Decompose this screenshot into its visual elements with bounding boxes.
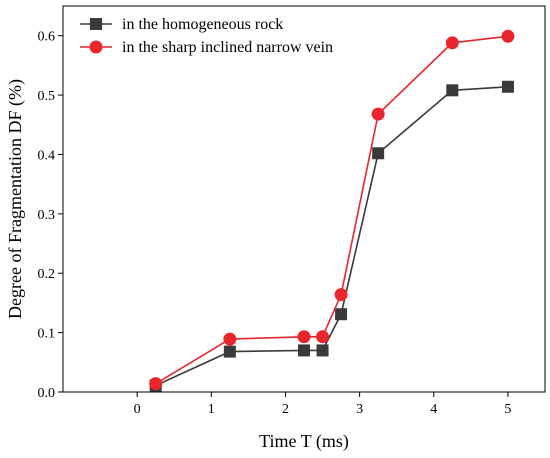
- y-axis-title: Degree of Fragmentation DF (%): [5, 79, 26, 319]
- data-point: [371, 107, 385, 121]
- plot-frame: [62, 5, 546, 393]
- data-point: [334, 288, 348, 302]
- x-tick-label: 3: [356, 402, 363, 417]
- data-point: [297, 330, 311, 344]
- y-tick-label: 0.2: [38, 267, 56, 282]
- x-axis-title: Time T (ms): [259, 431, 349, 452]
- x-axis: 0 1 2 3 4 5: [134, 392, 511, 417]
- x-tick-label: 2: [282, 402, 289, 417]
- x-tick-label: 1: [208, 402, 215, 417]
- plot-area: [62, 5, 546, 393]
- data-point: [501, 80, 514, 93]
- data-point: [316, 344, 329, 357]
- x-tick-label: 5: [504, 402, 511, 417]
- data-point: [316, 330, 330, 344]
- legend: in the homogeneous rock in the sharp inc…: [80, 16, 333, 56]
- data-point: [223, 332, 237, 346]
- y-tick-label: 0.3: [38, 208, 56, 223]
- data-point: [372, 147, 385, 160]
- x-tick-label: 0: [134, 402, 141, 417]
- legend-marker-vein: [89, 40, 103, 54]
- y-tick-label: 0.5: [38, 89, 56, 104]
- data-point: [149, 377, 163, 391]
- x-tick-label: 4: [430, 402, 437, 417]
- legend-label-homogeneous: in the homogeneous rock: [122, 16, 283, 33]
- y-tick-label: 0.0: [38, 386, 56, 401]
- data-point: [446, 84, 459, 97]
- data-point: [223, 345, 236, 358]
- legend-marker-homogeneous: [90, 18, 102, 30]
- data-point: [335, 308, 348, 321]
- data-point: [298, 344, 310, 357]
- legend-label-vein: in the sharp inclined narrow vein: [122, 39, 333, 56]
- y-tick-label: 0.4: [38, 148, 56, 163]
- data-point: [501, 29, 515, 43]
- series-line-1: [155, 35, 508, 385]
- y-tick-label: 0.1: [38, 327, 56, 342]
- series-layer: [149, 29, 515, 392]
- series-line-0: [155, 86, 508, 387]
- data-point: [445, 36, 459, 50]
- y-tick-label: 0.6: [38, 30, 56, 45]
- y-axis: 0.0 0.1 0.2 0.3 0.4 0.5 0.6: [38, 30, 63, 401]
